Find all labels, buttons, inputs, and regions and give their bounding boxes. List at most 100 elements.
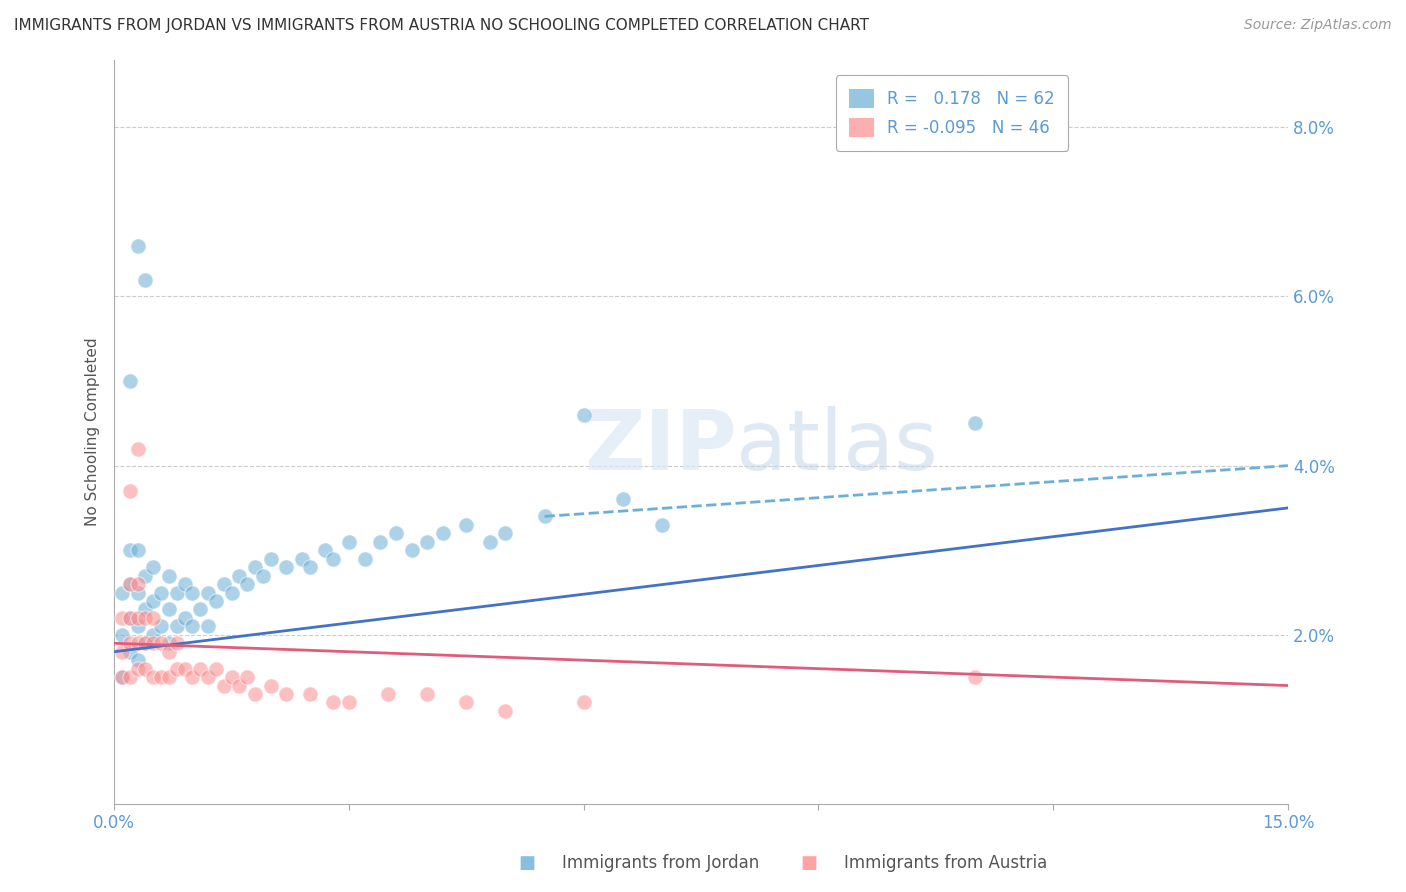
Point [494,526,516,541]
Point [111,585,134,599]
Point [212,577,235,591]
Point [416,687,439,701]
Point [150,585,173,599]
Point [276,687,298,701]
Point [260,679,283,693]
Text: atlas: atlas [737,406,938,487]
Point [127,543,149,558]
Point [181,585,204,599]
Text: ■: ■ [800,855,817,872]
Point [494,704,516,718]
Point [651,517,673,532]
Point [111,611,134,625]
Point [276,560,298,574]
Point [173,662,195,676]
Point [134,662,156,676]
Point [118,636,141,650]
Point [150,670,173,684]
Point [401,543,423,558]
Point [166,636,188,650]
Point [337,696,360,710]
Point [478,534,501,549]
Point [456,517,478,532]
Point [236,577,259,591]
Point [134,272,156,286]
Point [127,585,149,599]
Point [127,611,149,625]
Point [291,551,314,566]
Point [166,585,188,599]
Point [142,670,165,684]
Point [111,670,134,684]
Y-axis label: No Schooling Completed: No Schooling Completed [86,337,100,526]
Point [533,509,555,524]
Point [127,662,149,676]
Point [157,602,180,616]
Point [150,636,173,650]
Point [337,534,360,549]
Point [157,670,180,684]
Point [118,611,141,625]
Point [118,374,141,388]
Point [385,526,408,541]
Point [118,577,141,591]
Point [612,492,634,507]
Point [111,645,134,659]
Point [322,696,344,710]
Point [142,560,165,574]
Point [252,568,274,582]
Point [432,526,454,541]
Point [127,619,149,633]
Point [134,602,156,616]
Point [150,619,173,633]
Point [142,636,165,650]
Point [142,628,165,642]
Point [118,611,141,625]
Text: Source: ZipAtlas.com: Source: ZipAtlas.com [1244,18,1392,32]
Point [127,577,149,591]
Text: ■: ■ [519,855,536,872]
Point [314,543,336,558]
Point [212,679,235,693]
Point [205,662,228,676]
Point [134,611,156,625]
Point [456,696,478,710]
Point [134,636,156,650]
Point [157,636,180,650]
Point [173,611,195,625]
Point [118,543,141,558]
Point [963,670,986,684]
Point [377,687,399,701]
Point [322,551,344,566]
Point [197,619,219,633]
Point [166,662,188,676]
Point [118,577,141,591]
Point [166,619,188,633]
Point [298,560,321,574]
Point [173,577,195,591]
Point [205,594,228,608]
Text: ZIP: ZIP [583,406,737,487]
Point [197,670,219,684]
Point [142,594,165,608]
Point [134,568,156,582]
Point [127,238,149,252]
Point [228,568,250,582]
Text: IMMIGRANTS FROM JORDAN VS IMMIGRANTS FROM AUSTRIA NO SCHOOLING COMPLETED CORRELA: IMMIGRANTS FROM JORDAN VS IMMIGRANTS FRO… [14,18,869,33]
Point [298,687,321,701]
Point [181,670,204,684]
Point [221,670,243,684]
Point [963,417,986,431]
Point [572,408,595,422]
Text: Immigrants from Jordan: Immigrants from Jordan [562,855,759,872]
Legend: R =   0.178   N = 62, R = -0.095   N = 46: R = 0.178 N = 62, R = -0.095 N = 46 [835,76,1069,151]
Point [142,611,165,625]
Point [157,645,180,659]
Point [572,696,595,710]
Point [157,568,180,582]
Point [416,534,439,549]
Point [127,442,149,456]
Point [118,483,141,498]
Point [260,551,283,566]
Point [111,628,134,642]
